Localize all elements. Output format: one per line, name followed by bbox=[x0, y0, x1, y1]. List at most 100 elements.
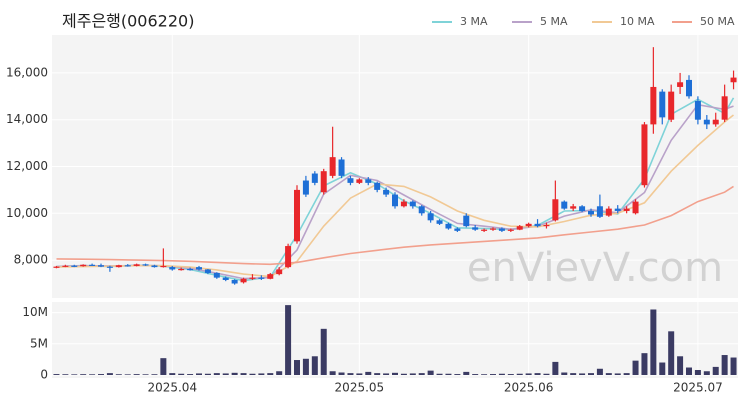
volume-bar bbox=[124, 374, 131, 375]
y-tick-label: 16,000 bbox=[6, 65, 48, 79]
candle-body bbox=[178, 268, 185, 271]
volume-bar bbox=[427, 370, 434, 375]
volume-tick-label: 10M bbox=[22, 305, 48, 319]
legend-label: 50 MA bbox=[700, 15, 735, 28]
volume-bar bbox=[356, 373, 363, 375]
chart-title: 제주은행(006220) bbox=[62, 12, 194, 31]
candle-body bbox=[98, 265, 104, 267]
candle-body bbox=[196, 267, 202, 270]
volume-bar bbox=[222, 373, 229, 375]
candle-body bbox=[650, 86, 657, 125]
candle-body bbox=[374, 182, 381, 190]
candle-body bbox=[329, 157, 336, 176]
candle-body bbox=[588, 210, 594, 215]
candle-body bbox=[721, 96, 728, 120]
candle-body bbox=[151, 265, 158, 268]
volume-bar bbox=[579, 373, 586, 375]
volume-bar bbox=[712, 366, 719, 375]
volume-bar bbox=[409, 373, 416, 375]
legend-label: 5 MA bbox=[540, 15, 568, 28]
candle-body bbox=[267, 274, 274, 279]
volume-bar bbox=[623, 373, 630, 375]
candle-body bbox=[605, 208, 612, 216]
volume-bar bbox=[187, 374, 194, 375]
candle-body bbox=[142, 264, 149, 266]
volume-bar bbox=[142, 374, 149, 375]
candle-body bbox=[356, 179, 363, 183]
candle-body bbox=[71, 265, 78, 267]
y-tick-label: 8,000 bbox=[14, 253, 48, 267]
volume-bar bbox=[204, 373, 211, 375]
candle-body bbox=[570, 206, 577, 209]
volume-bar bbox=[472, 374, 479, 375]
x-tick-label: 2025.05 bbox=[335, 381, 385, 395]
volume-bar bbox=[650, 309, 657, 375]
volume-bar bbox=[383, 373, 390, 375]
candle-body bbox=[436, 220, 443, 224]
candle-body bbox=[516, 226, 523, 230]
volume-bar bbox=[62, 374, 69, 375]
volume-bar bbox=[258, 373, 265, 375]
candle-body bbox=[213, 272, 220, 278]
volume-bar bbox=[641, 353, 648, 375]
volume-bar bbox=[668, 331, 675, 375]
candle-body bbox=[124, 265, 131, 267]
volume-bar bbox=[151, 374, 158, 375]
candle-body bbox=[365, 179, 372, 183]
volume-bar bbox=[115, 374, 122, 375]
volume-bar bbox=[561, 372, 568, 375]
volume-bar bbox=[596, 368, 603, 375]
volume-bar bbox=[686, 367, 692, 375]
candle-body bbox=[641, 124, 648, 186]
candle-body bbox=[347, 178, 354, 183]
y-tick-label: 14,000 bbox=[6, 112, 48, 126]
x-tick-label: 2025.07 bbox=[673, 381, 723, 395]
candle-body bbox=[534, 223, 541, 227]
candle-body bbox=[133, 264, 140, 266]
candle-body bbox=[614, 208, 621, 211]
candle-body bbox=[204, 269, 211, 273]
candle-body bbox=[285, 246, 292, 268]
candle-body bbox=[400, 201, 407, 207]
volume-bar bbox=[400, 373, 407, 375]
volume-bar bbox=[507, 374, 514, 375]
volume-bar bbox=[534, 373, 541, 375]
volume-bar bbox=[285, 305, 292, 375]
volume-bar bbox=[463, 371, 470, 375]
volume-bar bbox=[552, 361, 559, 375]
candle-body bbox=[686, 79, 692, 97]
candle-body bbox=[525, 223, 532, 227]
volume-tick-label: 5M bbox=[30, 336, 48, 350]
volume-bar bbox=[570, 373, 577, 375]
candle-body bbox=[445, 223, 452, 229]
volume-bar bbox=[374, 373, 381, 375]
legend-label: 3 MA bbox=[460, 15, 488, 28]
candle-body bbox=[498, 228, 505, 231]
candle-body bbox=[338, 159, 345, 176]
volume-bar bbox=[498, 373, 505, 375]
volume-bar bbox=[677, 356, 684, 375]
candle-body bbox=[463, 215, 470, 227]
candle-body bbox=[712, 119, 719, 125]
volume-bar bbox=[703, 371, 710, 375]
volume-bar bbox=[249, 373, 256, 375]
volume-tick-label: 0 bbox=[40, 368, 48, 382]
volume-bar bbox=[294, 360, 300, 375]
volume-bar bbox=[614, 373, 621, 375]
candle-body bbox=[543, 224, 550, 227]
volume-bar bbox=[694, 370, 701, 375]
volume-bar bbox=[392, 372, 398, 375]
volume-bar bbox=[53, 374, 60, 375]
volume-bar bbox=[213, 373, 220, 375]
x-tick-label: 2025.04 bbox=[147, 381, 197, 395]
candle-body bbox=[311, 173, 318, 183]
candle-body bbox=[240, 278, 247, 283]
candle-body bbox=[106, 266, 113, 268]
candle-body bbox=[409, 201, 416, 207]
y-tick-label: 12,000 bbox=[6, 159, 48, 173]
volume-bar bbox=[267, 373, 274, 375]
volume-bar bbox=[632, 360, 639, 375]
candle-body bbox=[249, 277, 256, 279]
candle-body bbox=[579, 206, 586, 211]
